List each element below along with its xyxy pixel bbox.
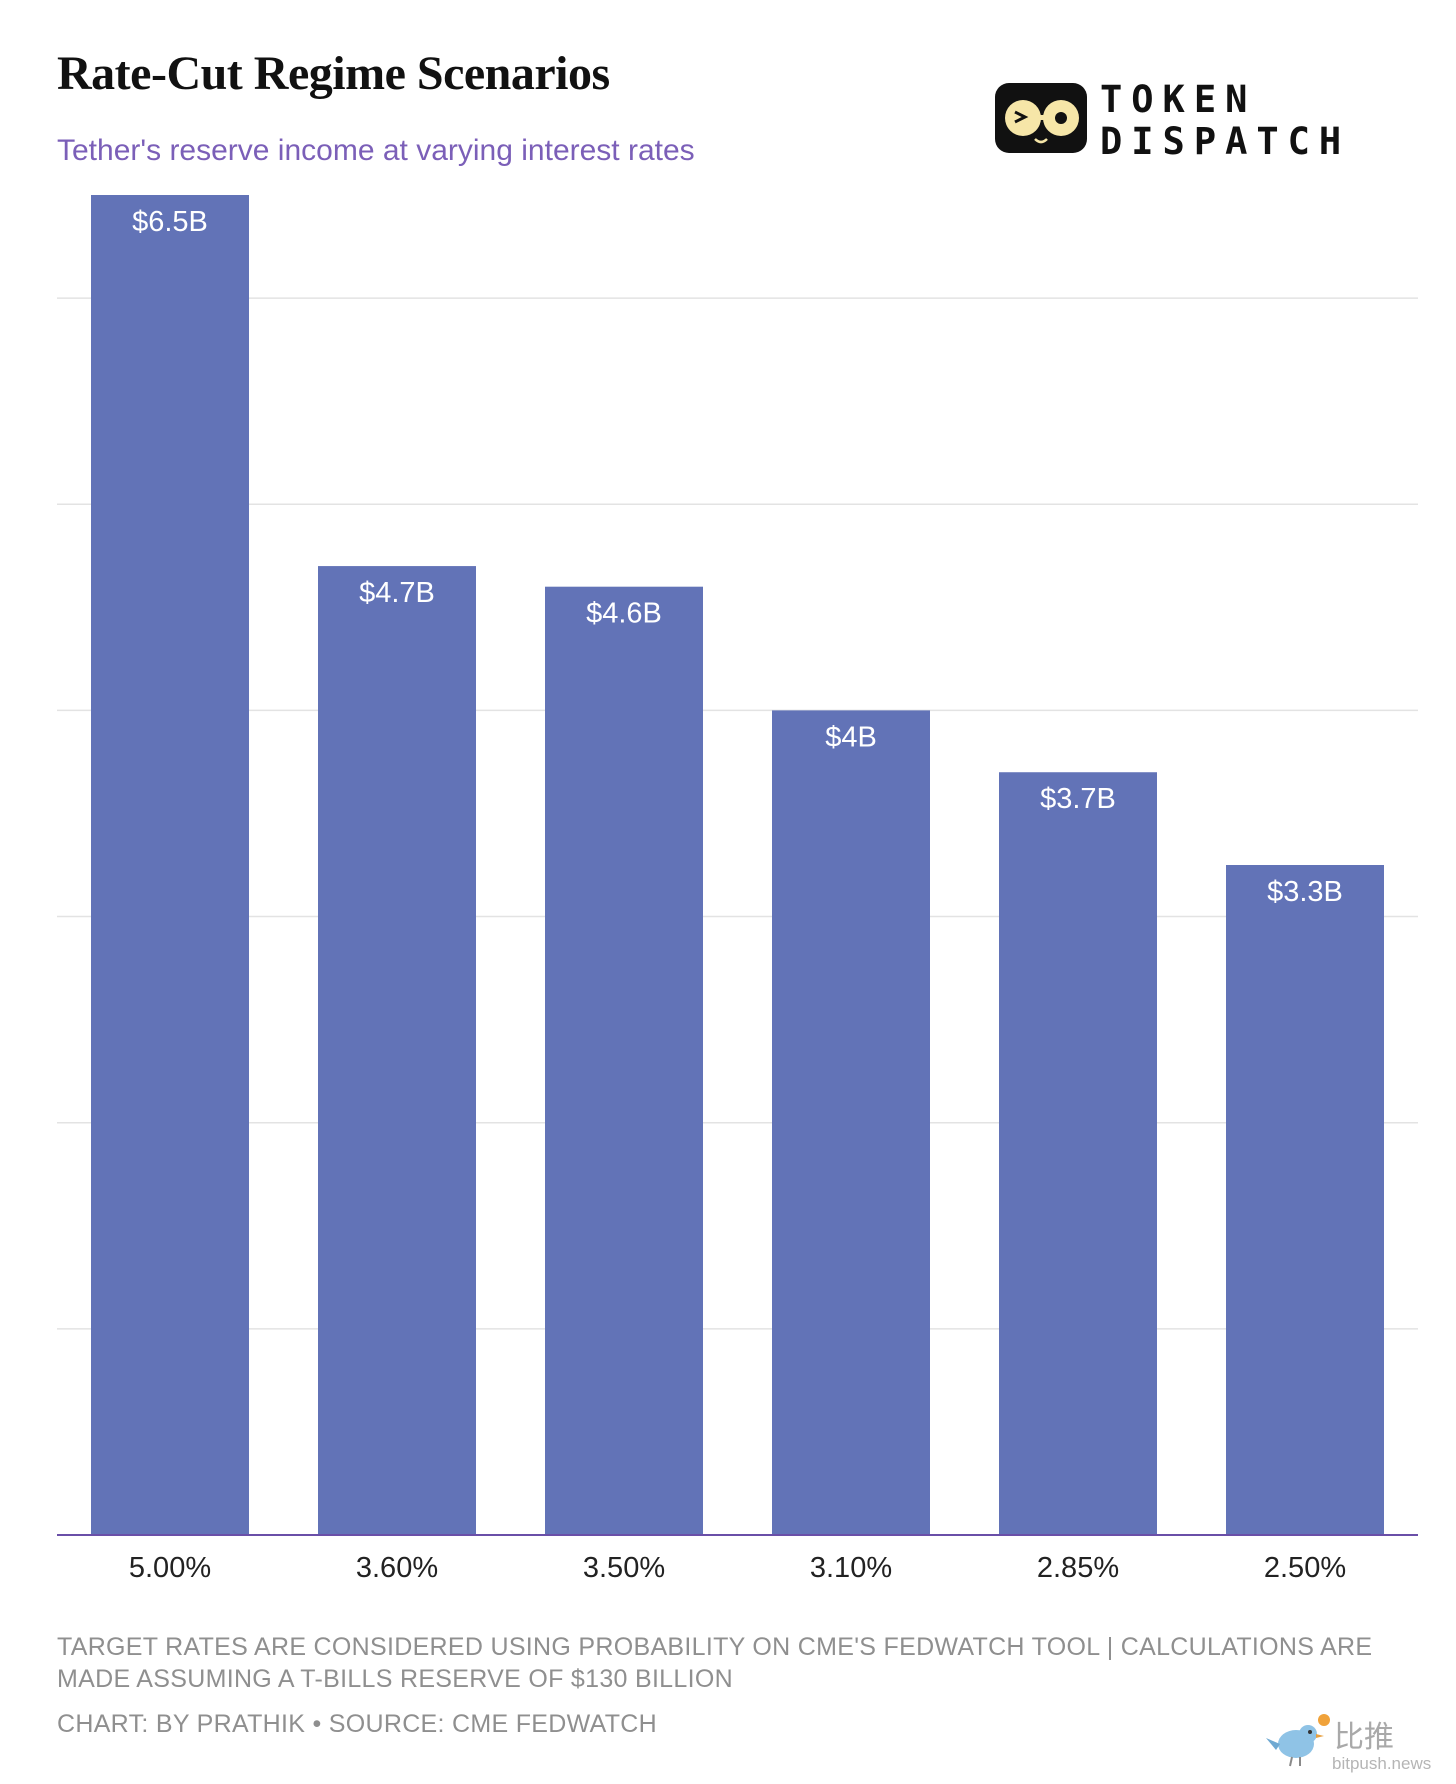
watermark-domain: bitpush.news <box>1332 1754 1432 1773</box>
x-tick-label: 3.60% <box>356 1552 438 1584</box>
chart-credit: CHART: BY PRATHIK • SOURCE: CME FEDWATCH <box>57 1710 657 1738</box>
bar <box>772 710 930 1535</box>
x-tick-label: 3.10% <box>810 1552 892 1584</box>
bar <box>91 195 249 1535</box>
bar-value-label: $3.3B <box>1267 876 1343 908</box>
bar-value-label: $4.7B <box>359 577 435 609</box>
watermark-cn-text: 比推 <box>1334 1721 1394 1754</box>
bar-value-label: $6.5B <box>132 206 208 238</box>
x-tick-label: 2.85% <box>1037 1552 1119 1584</box>
chart-title: Rate-Cut Regime Scenarios <box>57 47 610 100</box>
bar-value-label: $4.6B <box>586 598 662 630</box>
bar-chart: $6.5B 5.00% $4.7B 3.60% $4.6B 3.50% $4B 3.10% $3… <box>57 195 1418 1584</box>
chart-footnote: TARGET RATES ARE CONSIDERED USING PROBAB… <box>57 1633 1373 1693</box>
glasses-face-icon <box>995 83 1087 153</box>
x-tick-label: 5.00% <box>129 1552 211 1584</box>
token-dispatch-logo: TOKEN DISPATCH <box>995 78 1395 163</box>
bar <box>999 772 1157 1535</box>
bar <box>318 566 476 1535</box>
x-tick-label: 3.50% <box>583 1552 665 1584</box>
chart-subtitle: Tether's reserve income at varying inter… <box>57 134 695 167</box>
bar <box>1226 865 1384 1535</box>
brand-line-1: TOKEN <box>1100 78 1257 121</box>
bird-icon <box>1266 1714 1330 1767</box>
bitpush-watermark: 比推 bitpush.news <box>1262 1710 1452 1774</box>
bar-value-label: $4B <box>825 721 877 753</box>
brand-line-2: DISPATCH <box>1100 120 1351 163</box>
x-tick-label: 2.50% <box>1264 1552 1346 1584</box>
bar-value-label: $3.7B <box>1040 783 1116 815</box>
bar <box>545 586 703 1535</box>
